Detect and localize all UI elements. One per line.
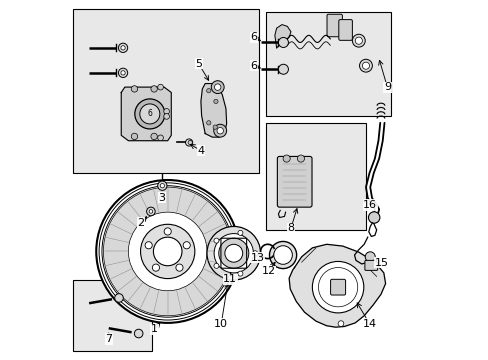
Circle shape	[146, 207, 155, 216]
Circle shape	[213, 125, 217, 129]
Circle shape	[188, 140, 192, 145]
Text: 7: 7	[105, 334, 112, 344]
FancyBboxPatch shape	[338, 19, 352, 40]
Circle shape	[283, 155, 290, 162]
Polygon shape	[274, 24, 290, 48]
Circle shape	[214, 263, 219, 268]
Circle shape	[278, 37, 288, 48]
FancyBboxPatch shape	[326, 14, 342, 37]
Circle shape	[157, 84, 163, 90]
Bar	[73, 280, 151, 351]
Text: 6: 6	[250, 32, 257, 42]
Circle shape	[312, 261, 363, 313]
Circle shape	[96, 180, 239, 323]
Text: 5: 5	[195, 59, 202, 69]
Circle shape	[213, 99, 218, 104]
Circle shape	[214, 84, 221, 90]
Circle shape	[164, 228, 171, 235]
Circle shape	[115, 294, 123, 302]
Circle shape	[238, 271, 243, 276]
Circle shape	[337, 321, 343, 327]
Text: 3: 3	[158, 193, 165, 203]
Circle shape	[224, 244, 242, 262]
Text: 16: 16	[363, 200, 376, 210]
Circle shape	[121, 46, 125, 50]
Circle shape	[151, 86, 157, 92]
Bar	[73, 9, 258, 173]
Circle shape	[99, 183, 236, 320]
Circle shape	[157, 181, 166, 190]
Text: 9: 9	[383, 82, 390, 92]
Circle shape	[149, 210, 152, 213]
Circle shape	[118, 68, 127, 77]
Circle shape	[273, 246, 292, 264]
Circle shape	[213, 124, 226, 137]
Circle shape	[140, 224, 194, 279]
Circle shape	[121, 71, 125, 75]
Circle shape	[152, 264, 159, 271]
FancyBboxPatch shape	[330, 279, 345, 295]
Circle shape	[252, 251, 257, 256]
Circle shape	[211, 81, 224, 94]
Text: 11: 11	[223, 274, 237, 284]
Circle shape	[269, 242, 296, 269]
Circle shape	[163, 113, 169, 119]
Circle shape	[151, 133, 157, 140]
Circle shape	[367, 212, 379, 223]
Circle shape	[128, 212, 206, 291]
Text: 6: 6	[147, 109, 152, 118]
FancyBboxPatch shape	[277, 157, 311, 207]
Circle shape	[206, 226, 260, 280]
Text: 4: 4	[197, 146, 204, 156]
Circle shape	[103, 187, 231, 316]
Circle shape	[134, 329, 142, 338]
Circle shape	[102, 186, 233, 317]
Circle shape	[297, 155, 304, 162]
Circle shape	[163, 109, 169, 114]
Circle shape	[131, 86, 138, 92]
Circle shape	[157, 135, 163, 141]
Circle shape	[206, 121, 210, 125]
Text: 15: 15	[374, 258, 388, 268]
Text: 6: 6	[250, 61, 257, 71]
FancyBboxPatch shape	[364, 260, 377, 270]
Circle shape	[214, 238, 219, 243]
Circle shape	[365, 252, 374, 262]
Polygon shape	[288, 244, 385, 327]
Text: 8: 8	[287, 223, 294, 233]
Circle shape	[352, 34, 365, 47]
Bar	[265, 12, 390, 116]
Circle shape	[206, 89, 210, 93]
Circle shape	[217, 127, 223, 134]
Circle shape	[218, 238, 248, 268]
Text: 12: 12	[261, 266, 275, 276]
Circle shape	[354, 37, 362, 44]
Polygon shape	[121, 87, 171, 141]
Circle shape	[238, 230, 243, 235]
Text: 14: 14	[362, 319, 376, 329]
Text: 13: 13	[250, 253, 264, 263]
Circle shape	[183, 242, 190, 249]
Circle shape	[135, 99, 164, 129]
Circle shape	[160, 184, 164, 188]
Circle shape	[359, 59, 372, 72]
Circle shape	[214, 234, 253, 273]
Circle shape	[362, 62, 369, 69]
Polygon shape	[201, 84, 226, 137]
Circle shape	[118, 43, 127, 53]
Circle shape	[153, 237, 182, 266]
Text: 1: 1	[151, 324, 158, 334]
Circle shape	[278, 64, 288, 74]
Circle shape	[140, 104, 160, 124]
Text: 2: 2	[137, 218, 144, 228]
Circle shape	[145, 242, 152, 249]
Bar	[265, 123, 365, 230]
Text: 10: 10	[214, 319, 228, 329]
Circle shape	[176, 264, 183, 271]
Circle shape	[131, 133, 138, 140]
